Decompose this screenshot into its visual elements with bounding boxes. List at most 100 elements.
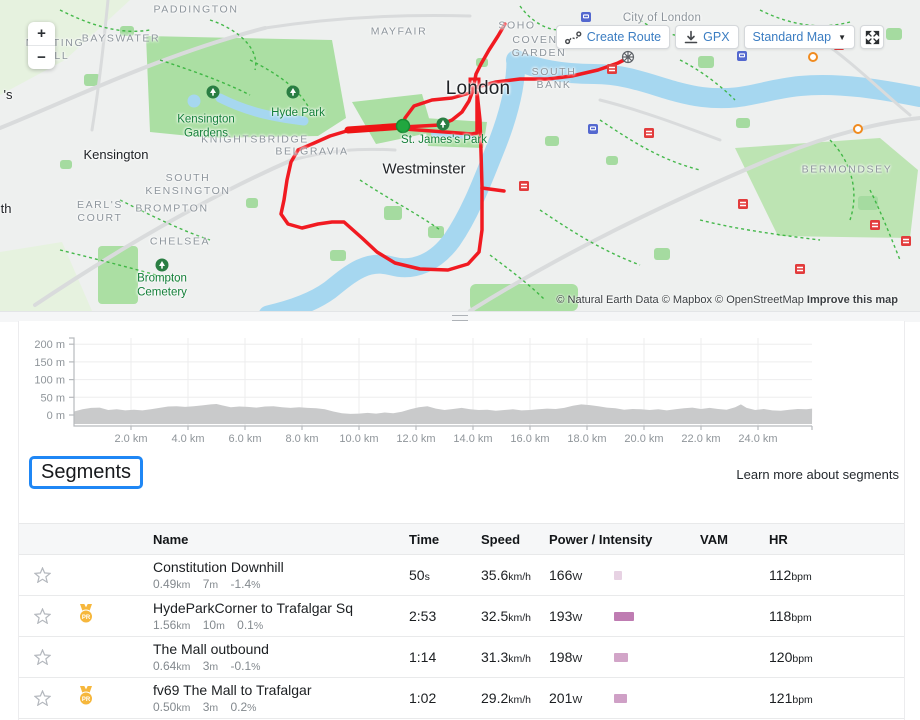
map-zoom-control[interactable]: + − [28,22,55,69]
metro-station-icon [588,124,598,134]
x-axis-tick-label: 8.0 km [285,433,318,445]
overground-station-icon [853,124,863,134]
intensity-bar [614,693,627,703]
tree-icon [436,117,450,131]
intensity-bar [614,652,628,662]
segment-time: 50s [409,567,430,583]
segments-title-highlight-box: Segments [29,456,144,489]
segment-stats: 0.50km 3m 0.2% [153,700,257,715]
elevation-chart[interactable]: 0 m 50 m 100 m 150 m 200 m 2.0 km 4.0 km 6.0 km… [1,323,920,449]
column-header-vam: VAM [700,531,728,547]
tree-icon [155,258,169,272]
learn-more-segments-link[interactable]: Learn more about segments [736,467,899,482]
x-axis-tick-label: 22.0 km [681,433,720,445]
segment-stats: 0.49km 7m -1.4% [153,577,261,592]
metro-station-icon [581,12,591,22]
segment-hr: 112bpm [769,567,812,583]
segment-highlight-line [344,122,409,134]
segment-hr: 120bpm [769,649,813,665]
star-button[interactable] [19,567,65,583]
x-axis-tick-label: 24.0 km [738,433,777,445]
x-axis-tick-label: 10.0 km [339,433,378,445]
column-header-power: Power / Intensity [549,531,653,547]
rail-station-icon [644,128,654,138]
fullscreen-button[interactable] [860,25,884,49]
map-resize-strip [0,311,920,322]
segment-hr: 121bpm [769,690,813,706]
x-axis-tick-label: 16.0 km [510,433,549,445]
segment-speed: 35.6km/h [481,567,532,583]
segment-stats: 0.64km 3m -0.1% [153,659,261,674]
star-icon [33,690,51,706]
intensity-bar [614,611,634,621]
rail-station-icon [901,236,911,246]
segment-speed: 31.3km/h [481,649,532,665]
segments-title: Segments [41,461,132,483]
zoom-in-button[interactable]: + [28,22,55,46]
table-row[interactable]: PR Constitution Downhill 0.49km 7m -1.4%… [19,555,904,596]
rail-station-icon [870,220,880,230]
x-axis-tick-label: 2.0 km [114,433,147,445]
pr-medal-icon: PR [79,603,93,623]
metro-station-icon [737,51,747,61]
zoom-out-button[interactable]: − [37,49,46,66]
segment-speed: 32.5km/h [481,608,532,624]
x-axis-tick-label: 14.0 km [453,433,492,445]
map-canvas [0,0,920,311]
route-overlap-marker [468,77,481,90]
star-icon [33,567,51,583]
star-button[interactable] [19,649,65,665]
x-axis-tick-label: 20.0 km [624,433,663,445]
y-axis-tick-label: 100 m [34,375,65,387]
improve-map-link[interactable]: Improve this map [806,294,898,306]
create-route-label: Create Route [586,30,662,44]
gpx-label: GPX [703,30,730,44]
table-row[interactable]: PR fv69 The Mall to Trafalgar 0.50km 3m … [19,678,904,719]
overground-station-icon [808,52,818,62]
route-start-marker [395,118,411,134]
segment-time: 1:02 [409,690,437,706]
download-icon [684,30,698,43]
column-header-time: Time [409,531,440,547]
column-header-name: Name [153,531,189,547]
map-style-dropdown[interactable]: Standard Map ▼ [743,25,855,49]
segment-name[interactable]: The Mall outbound [153,640,269,657]
fullscreen-icon [865,30,879,44]
segment-power: 193W [549,608,700,624]
y-axis-tick-label: 0 m [47,410,65,422]
rail-station-icon [795,264,805,274]
star-button[interactable] [19,608,65,624]
rail-station-icon [607,64,617,74]
y-axis-tick-label: 200 m [34,339,65,351]
segment-time: 2:53 [409,608,437,624]
segment-name[interactable]: Constitution Downhill [153,558,284,575]
svg-text:PR: PR [82,696,91,702]
column-header-hr: HR [769,531,788,547]
x-axis-tick-label: 6.0 km [228,433,261,445]
route-icon [564,30,582,44]
chevron-down-icon: ▼ [838,32,846,42]
pr-medal-icon: PR [79,685,93,705]
resize-handle[interactable] [452,315,468,321]
segment-speed: 29.2km/h [481,690,532,706]
segments-table: Name Time Speed Power / Intensity VAM HR… [19,523,904,719]
segment-hr: 118bpm [769,608,812,624]
gpx-download-button[interactable]: GPX [675,25,739,49]
segment-name[interactable]: fv69 The Mall to Trafalgar [153,681,312,698]
rail-station-icon [738,199,748,209]
x-axis-tick-label: 4.0 km [171,433,204,445]
segment-stats: 1.56km 10m 0.1% [153,618,264,633]
map-style-label: Standard Map [752,30,832,44]
table-row[interactable]: PR HydeParkCorner to Trafalgar Sq 1.56km… [19,596,904,637]
create-route-button[interactable]: Create Route [555,25,671,49]
attribution-text: © Natural Earth Data © Mapbox © OpenStre… [556,294,807,306]
tree-icon [206,85,220,99]
x-axis-tick-label: 18.0 km [567,433,606,445]
star-button[interactable] [19,690,65,706]
table-row[interactable]: PR The Mall outbound 0.64km 3m -0.1% 1:1… [19,637,904,678]
y-axis-tick-label: 50 m [41,392,65,404]
segment-name[interactable]: HydeParkCorner to Trafalgar Sq [153,599,353,616]
segment-power: 198W [549,649,700,665]
tree-icon [286,85,300,99]
